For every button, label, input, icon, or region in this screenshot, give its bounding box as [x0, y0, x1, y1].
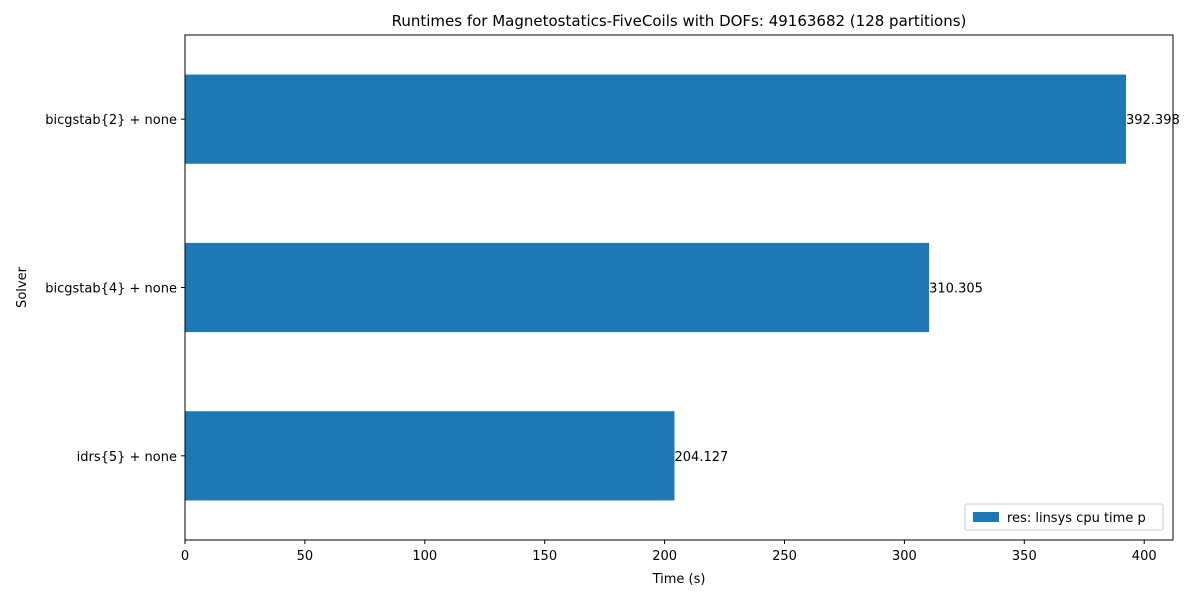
bar-1	[185, 242, 930, 333]
legend-box	[964, 503, 1164, 531]
bar-2	[185, 411, 675, 501]
chart-title: Runtimes for Magnetostatics-FiveCoils wi…	[392, 12, 967, 30]
y-axis-label: Solver	[15, 266, 30, 308]
legend: res: linsys cpu time p	[964, 503, 1164, 531]
x-tick-label-5: 250	[772, 549, 797, 564]
y-tick-label-2: idrs{5} + none	[77, 450, 177, 465]
x-tick-label-7: 350	[1012, 549, 1037, 564]
y-tick-label-1: bicgstab{4} + none	[45, 282, 177, 297]
bars-group	[185, 74, 1126, 501]
data-labels-group: 392.398 310.305 204.127	[675, 113, 1180, 465]
x-tick-label-1: 50	[297, 549, 314, 564]
x-tick-label-8: 400	[1132, 549, 1157, 564]
x-axis-label: Time (s)	[652, 572, 706, 587]
legend-swatch	[973, 512, 999, 522]
x-tick-label-0: 0	[181, 549, 189, 564]
y-axis-ticks: bicgstab{2} + none bicgstab{4} + none idrs…	[45, 113, 185, 465]
x-tick-label-2: 100	[412, 549, 437, 564]
x-tick-label-4: 200	[652, 549, 677, 564]
data-label-2: 204.127	[675, 450, 729, 465]
x-tick-label-3: 150	[532, 549, 557, 564]
x-axis-ticks: 0 50 100 150 200 250 300 350 400	[181, 540, 1157, 564]
y-tick-label-0: bicgstab{2} + none	[45, 113, 177, 128]
legend-entry: res: linsys cpu time p	[1007, 511, 1146, 526]
data-label-0: 392.398	[1126, 113, 1180, 128]
plot-frame	[184, 34, 1174, 541]
bar-0	[185, 74, 1126, 164]
x-tick-label-6: 300	[892, 549, 917, 564]
data-label-1: 310.305	[929, 282, 983, 297]
